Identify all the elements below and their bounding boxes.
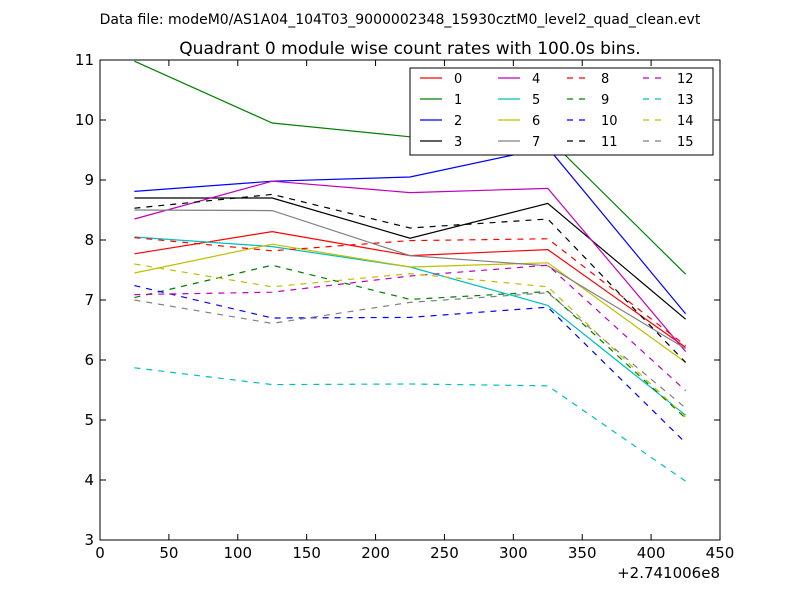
legend-label-14: 14 [677,114,694,129]
series-line-6 [134,243,686,363]
series-line-2 [134,146,687,315]
legend-frame [409,67,714,156]
legend-label-1: 1 [454,93,462,108]
legend-label-8: 8 [601,72,609,87]
x-tick-label: 350 [568,544,597,562]
plot-frame [99,59,721,541]
legend-label-15: 15 [677,135,694,150]
y-tick-label: 8 [84,231,94,249]
x-tick-label: 300 [499,544,528,562]
x-tick-label: 200 [361,544,390,562]
series-line-8 [134,237,686,347]
legend-label-12: 12 [677,72,694,87]
x-tick-label: 150 [292,544,321,562]
legend-label-0: 0 [454,72,462,87]
chart-title: Quadrant 0 module wise count rates with … [179,39,640,59]
y-tick-label: 5 [84,411,94,429]
series-line-11 [134,193,687,363]
series-line-5 [134,236,686,416]
legend-label-11: 11 [601,135,618,150]
x-tick-label: 450 [706,544,735,562]
legend-label-10: 10 [601,114,618,129]
y-tick-label: 7 [84,291,94,309]
x-tick-label: 400 [637,544,666,562]
x-tick-label: 100 [223,544,252,562]
series-line-7 [134,209,686,350]
legend-label-5: 5 [532,93,540,108]
x-tick-label: 250 [430,544,459,562]
y-tick-label: 9 [84,171,94,189]
y-tick-label: 3 [84,531,94,549]
legend-label-9: 9 [601,93,609,108]
series-line-3 [134,197,686,320]
y-tick-label: 6 [84,351,94,369]
legend-label-7: 7 [532,135,540,150]
series-line-10 [134,285,687,444]
series-layer [134,60,687,482]
y-tick-label: 11 [75,51,94,69]
legend-label-2: 2 [454,114,462,129]
legend-label-6: 6 [532,114,540,129]
x-tick-label: 50 [159,544,178,562]
series-line-13 [134,367,686,482]
x-offset-label: +2.741006e8 [617,564,720,582]
x-tick-label: 0 [95,544,105,562]
series-line-12 [134,264,687,392]
series-line-4 [134,180,687,352]
y-tick-label: 10 [75,111,94,129]
legend-label-13: 13 [677,93,694,108]
series-line-9 [134,264,687,419]
series-line-15 [134,292,686,409]
chart-suptitle: Data file: modeM0/AS1A04_104T03_90000023… [100,12,701,28]
legend-label-4: 4 [532,72,540,87]
y-tick-label: 4 [84,471,94,489]
legend-label-3: 3 [454,135,462,150]
series-line-14 [134,263,687,418]
